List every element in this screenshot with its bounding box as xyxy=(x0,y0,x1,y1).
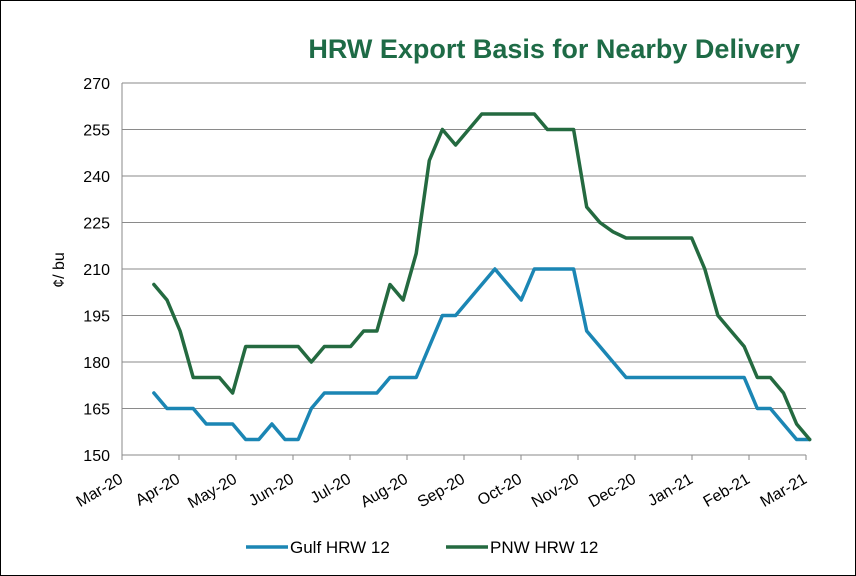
x-tick-label: May-20 xyxy=(185,471,240,512)
y-tick-label: 225 xyxy=(83,216,110,233)
x-axis-tick-labels: Mar-20 Apr-20 May-20 Jun-20 Jul-20 Aug-20 Sep-… xyxy=(74,471,810,512)
series-lines xyxy=(152,112,812,442)
y-tick-label: 165 xyxy=(83,402,110,419)
x-tick-label: Oct-20 xyxy=(475,471,525,510)
y-tick-label: 195 xyxy=(83,309,110,326)
x-tick-label: Mar-20 xyxy=(74,471,126,511)
axes xyxy=(121,83,807,460)
y-axis-label: ¢/ bu xyxy=(51,252,68,288)
x-tick-label: Apr-20 xyxy=(133,471,183,510)
x-tick-label: Mar-21 xyxy=(758,471,810,511)
y-tick-label: 150 xyxy=(83,448,110,465)
x-tick-label: Jul-20 xyxy=(308,471,354,508)
series-line-1 xyxy=(152,112,812,442)
x-tick-label: Dec-20 xyxy=(586,471,639,512)
y-tick-label: 255 xyxy=(83,123,110,140)
legend-label-1: PNW HRW 12 xyxy=(490,538,598,557)
legend-label-0: Gulf HRW 12 xyxy=(290,538,390,557)
x-tick-label: Sep-20 xyxy=(415,471,468,512)
legend: Gulf HRW 12 PNW HRW 12 xyxy=(246,538,598,557)
x-tick-label: Aug-20 xyxy=(358,471,411,512)
y-tick-label: 240 xyxy=(83,169,110,186)
x-tick-label: Nov-20 xyxy=(529,471,582,512)
y-axis-tick-labels: 150 165 180 195 210 225 240 255 270 xyxy=(83,76,110,465)
chart-title: HRW Export Basis for Nearby Delivery xyxy=(308,34,800,64)
x-tick-label: Jun-20 xyxy=(246,471,297,510)
x-tick-label: Feb-21 xyxy=(701,471,753,511)
series-line-0 xyxy=(152,267,812,442)
y-tick-label: 270 xyxy=(83,76,110,93)
y-tick-label: 210 xyxy=(83,262,110,279)
x-tick-label: Jan-21 xyxy=(645,471,696,510)
y-tick-label: 180 xyxy=(83,355,110,372)
